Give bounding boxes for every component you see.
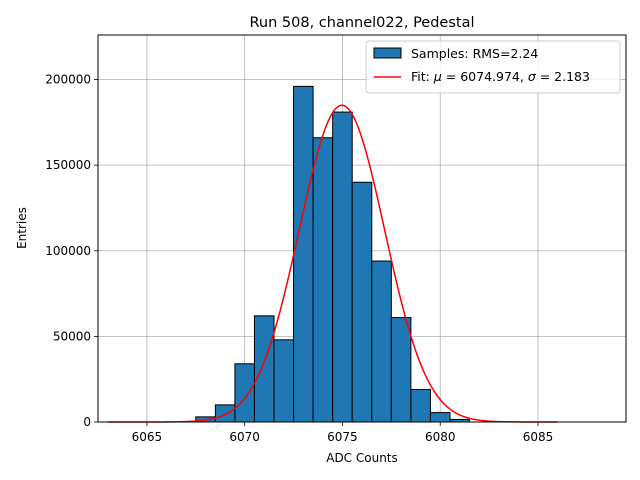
legend-samples-label: Samples: RMS=2.24 [411, 46, 538, 61]
chart-title: Run 508, channel022, Pedestal [249, 15, 474, 31]
histogram-bar [371, 260, 392, 423]
legend: Samples: RMS=2.24 Fit: μ = 6074.974, σ =… [365, 40, 621, 94]
histogram-bar [332, 111, 353, 423]
histogram-bar [273, 339, 295, 423]
histogram-bar [234, 363, 255, 423]
histogram-bar [293, 85, 314, 423]
histogram-bar [253, 315, 275, 423]
x-tick-label: 6085 [523, 430, 554, 444]
x-axis-ticks: 6065 6070 6075 6080 6085 [132, 422, 554, 444]
y-axis-title: Entries [15, 207, 29, 249]
y-tick-label: 200000 [45, 73, 91, 87]
y-axis-ticks: 0 50000 100000 150000 200000 [45, 73, 98, 429]
y-tick-label: 150000 [45, 158, 91, 172]
histogram-bar [410, 388, 431, 423]
y-tick-label: 50000 [53, 329, 91, 343]
x-axis-title: ADC Counts [326, 451, 398, 465]
plot-frame [97, 34, 627, 423]
histogram-bar [312, 137, 334, 423]
histogram-bar [351, 181, 373, 423]
histogram-bars [195, 85, 471, 423]
legend-box [365, 40, 621, 94]
x-tick-label: 6080 [425, 430, 456, 444]
x-tick-label: 6075 [327, 430, 358, 444]
x-tick-label: 6065 [132, 430, 163, 444]
histogram-bar [214, 404, 236, 423]
y-tick-label: 100000 [45, 244, 91, 258]
legend-samples-swatch [373, 47, 402, 59]
y-tick-label: 0 [83, 415, 91, 429]
histogram-bar [390, 317, 412, 423]
histogram-bar [429, 412, 451, 423]
legend-fit-label: Fit: μ = 6074.974, σ = 2.183 [411, 69, 590, 84]
x-tick-label: 6070 [229, 430, 260, 444]
